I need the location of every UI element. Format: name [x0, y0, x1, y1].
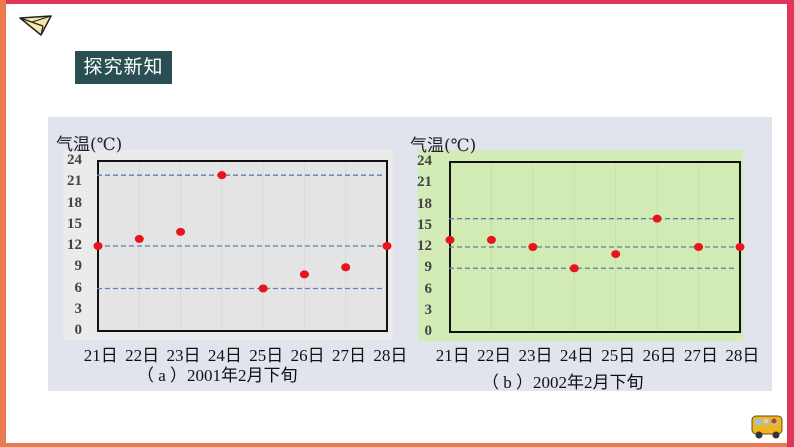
- x-tick: 28日: [725, 346, 760, 365]
- chart-b-x-ticks: 21日 22日 23日 24日 25日 26日 27日 28日: [432, 341, 763, 366]
- y-tick: 3: [424, 301, 433, 318]
- data-point: [217, 171, 227, 180]
- chart-b-y-axis-label: 气温(℃): [410, 136, 477, 156]
- chart-a-x-ticks: 21日 22日 23日 24日 25日 26日 27日 28日: [80, 341, 411, 366]
- y-tick: 3: [74, 300, 83, 317]
- y-tick: 12: [417, 238, 432, 254]
- y-tick: 0: [74, 322, 83, 338]
- frame-left-border: [0, 0, 6, 447]
- x-tick: 23日: [518, 346, 553, 365]
- data-point: [735, 243, 745, 251]
- x-tick: 23日: [166, 346, 201, 365]
- data-point: [299, 270, 309, 279]
- x-tick: 22日: [125, 346, 160, 365]
- chart-a-caption: （ a ）2001年2月下旬: [137, 366, 298, 385]
- x-tick: 26日: [290, 346, 325, 365]
- x-tick: 27日: [332, 346, 367, 365]
- data-point: [445, 235, 455, 244]
- y-tick: 12: [67, 237, 82, 253]
- data-point: [652, 214, 662, 223]
- data-point: [341, 263, 351, 272]
- y-tick: 24: [417, 153, 432, 169]
- x-tick: 21日: [83, 346, 118, 365]
- section-title-badge: 探究新知: [75, 51, 172, 84]
- y-tick: 6: [74, 279, 83, 296]
- frame-bottom-border: [0, 443, 787, 447]
- y-tick: 24: [67, 152, 82, 168]
- data-point: [611, 250, 621, 259]
- y-tick: 18: [417, 195, 432, 212]
- frame-top-border: [0, 0, 794, 4]
- y-tick: 9: [424, 259, 433, 276]
- y-tick: 15: [417, 216, 432, 233]
- data-point: [382, 242, 392, 250]
- x-tick: 22日: [477, 346, 512, 365]
- y-tick: 21: [417, 174, 432, 191]
- chart-b-caption: （ b ）2002年2月下旬: [482, 373, 644, 392]
- x-tick: 26日: [642, 346, 677, 365]
- x-tick: 24日: [207, 346, 242, 365]
- x-tick: 25日: [601, 346, 636, 365]
- data-point: [694, 243, 704, 251]
- chart-a-y-axis-label: 气温(℃): [56, 135, 123, 155]
- data-point: [176, 227, 186, 236]
- data-point: [528, 243, 538, 251]
- y-tick: 0: [424, 323, 433, 339]
- x-tick: 21日: [435, 346, 470, 365]
- y-tick: 9: [74, 258, 83, 275]
- y-tick: 18: [67, 194, 82, 211]
- data-point: [134, 234, 144, 243]
- y-tick: 15: [67, 215, 82, 232]
- x-tick: 28日: [373, 346, 408, 365]
- data-point: [93, 242, 103, 250]
- x-tick: 25日: [249, 346, 284, 365]
- y-tick: 21: [67, 173, 82, 190]
- x-tick: 27日: [684, 346, 719, 365]
- data-point: [486, 235, 496, 244]
- data-point: [569, 264, 579, 273]
- y-tick: 6: [424, 280, 433, 297]
- paper-plane-icon: [19, 15, 52, 36]
- x-tick: 24日: [559, 346, 594, 365]
- school-bus-icon: [751, 415, 783, 439]
- frame-right-border: [787, 0, 794, 447]
- data-point: [258, 284, 268, 293]
